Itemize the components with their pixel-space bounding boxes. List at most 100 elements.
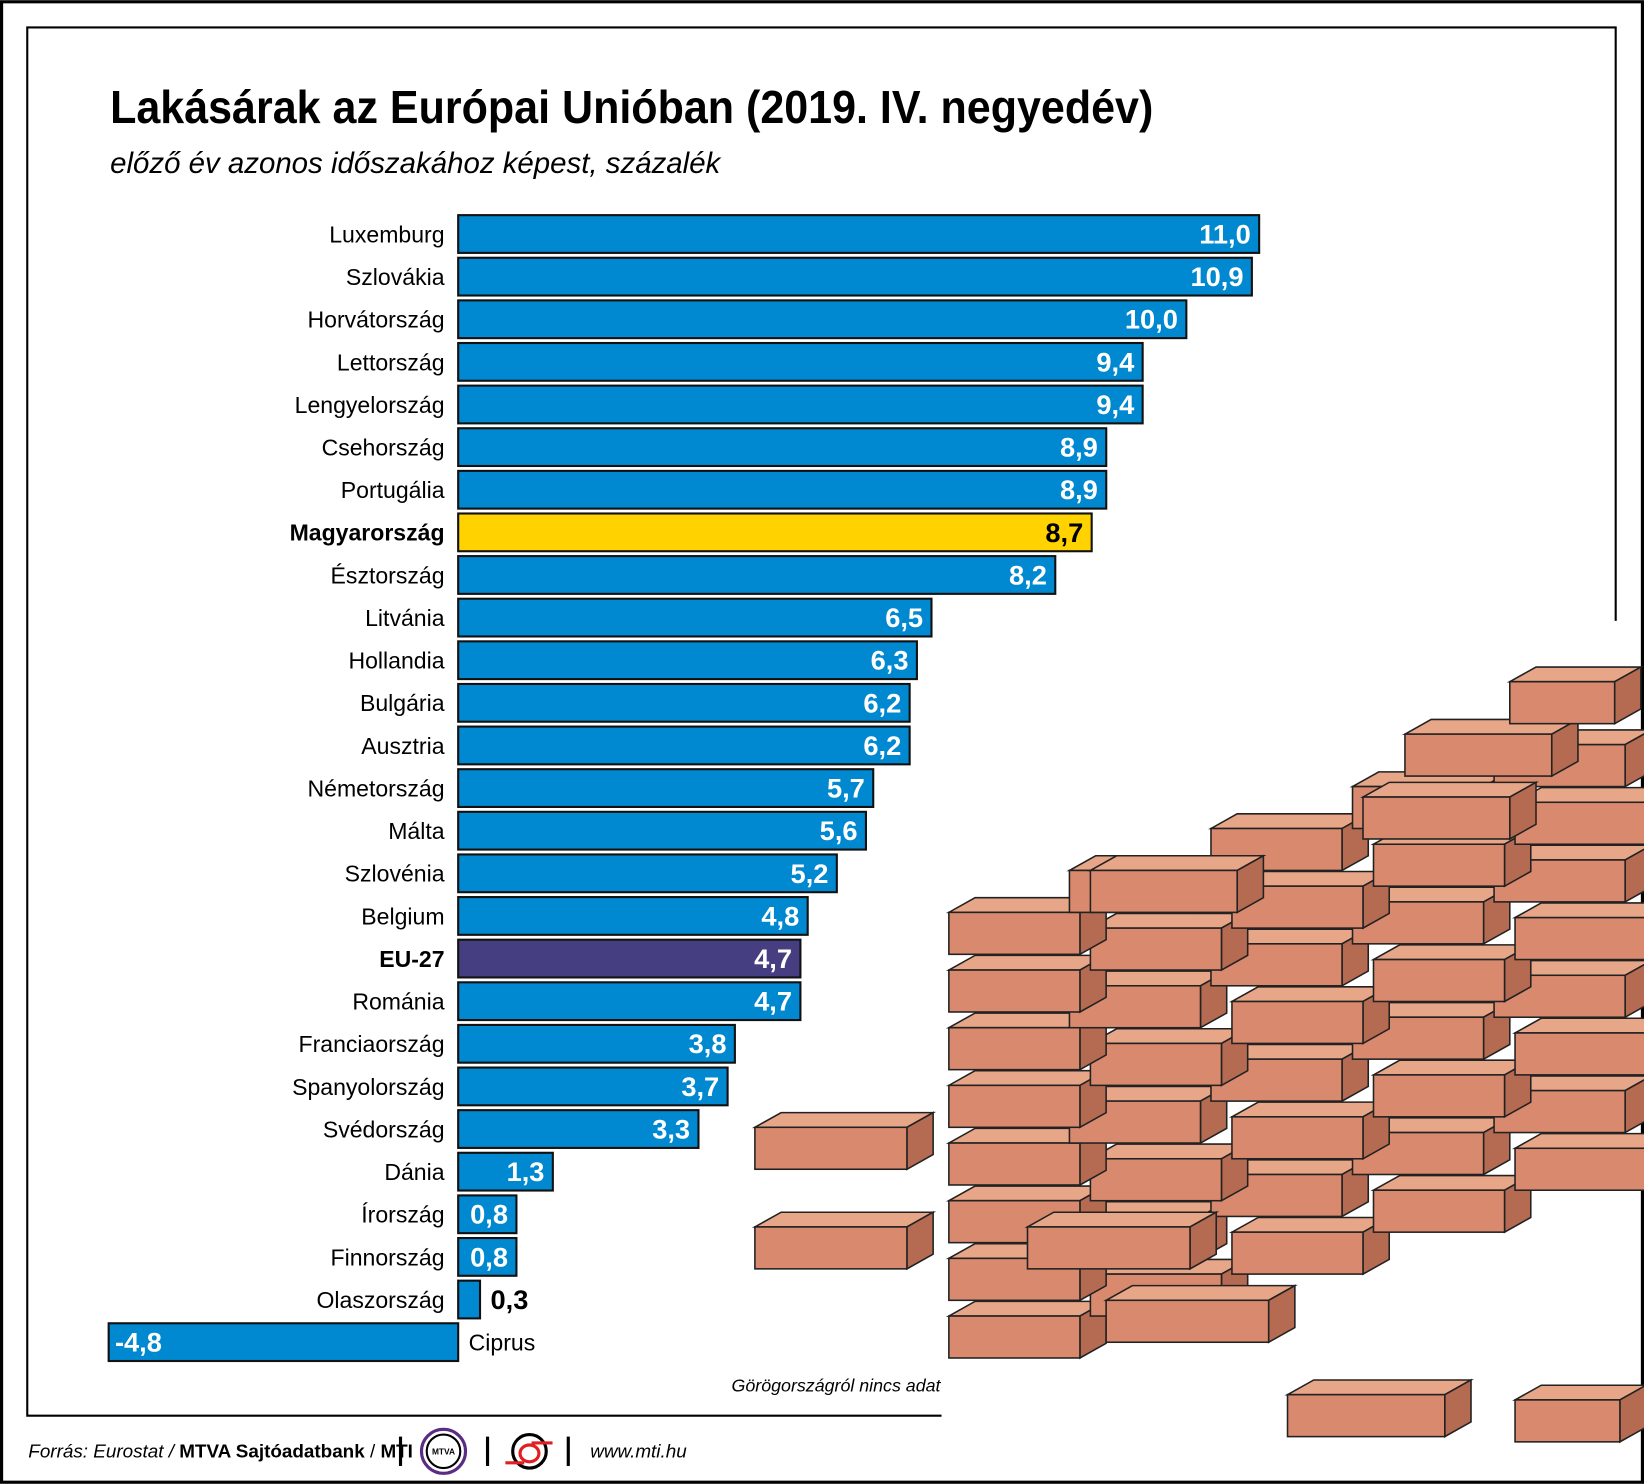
category-label: Olaszország [316, 1287, 444, 1313]
bar [457, 682, 911, 723]
value-label: 9,4 [1096, 389, 1135, 420]
category-label: Németország [307, 775, 444, 801]
bar [457, 256, 1253, 297]
brick [1512, 1384, 1644, 1444]
value-label: 0,3 [491, 1284, 529, 1315]
bar [107, 1322, 460, 1363]
category-label: Lengyelország [295, 392, 445, 418]
value-label: 4,7 [754, 986, 792, 1017]
category-label: Luxemburg [329, 221, 444, 247]
category-label: Csehország [322, 435, 445, 461]
bars-group: Luxemburg 11,0 Szlovákia 10,9 Horvátország 10… [107, 214, 1261, 1363]
brick [1359, 781, 1540, 841]
category-label: Svédország [323, 1116, 445, 1142]
value-label: 5,2 [791, 858, 829, 889]
bar [457, 555, 1057, 595]
bar [457, 597, 933, 638]
value-label: 3,7 [681, 1071, 719, 1102]
brick [945, 1300, 1110, 1360]
value-label: 4,7 [754, 943, 792, 974]
brick [1087, 912, 1251, 972]
brick [1491, 1075, 1644, 1134]
bar [457, 1279, 482, 1320]
source-text: Forrás: Eurostat / MTVA Sajtóadatbank / … [28, 1441, 413, 1462]
bar [457, 768, 875, 809]
bar [457, 299, 1188, 340]
value-label: 5,6 [820, 815, 858, 846]
bar [457, 853, 838, 894]
chart-title: Lakásárak az Európai Unióban (2019. IV. … [110, 81, 1153, 133]
value-label: 8,9 [1060, 474, 1098, 505]
brick [1103, 1284, 1298, 1344]
category-label: Ausztria [361, 733, 444, 759]
value-label: 3,8 [689, 1028, 727, 1059]
category-label: Portugália [341, 477, 445, 503]
bar [457, 1109, 700, 1149]
bar [457, 938, 802, 979]
bar [457, 341, 1144, 382]
category-label: Málta [388, 818, 445, 844]
brick [1087, 1027, 1251, 1087]
category-label: Litvánia [365, 605, 445, 631]
category-label: Spanyolország [292, 1074, 444, 1100]
brick [1284, 1378, 1475, 1438]
brick [1370, 1058, 1534, 1119]
value-label: 4,8 [761, 900, 799, 931]
brick [1370, 1174, 1534, 1234]
bar [457, 512, 1093, 553]
source-prefix: Forrás: Eurostat / [28, 1441, 179, 1462]
category-label: Ciprus [469, 1330, 536, 1356]
value-label: -4,8 [115, 1327, 162, 1358]
brick [751, 1210, 937, 1271]
value-label: 11,0 [1199, 218, 1251, 249]
value-label: 6,2 [863, 730, 901, 761]
bar [457, 896, 809, 936]
brick [1087, 1142, 1251, 1203]
brick [1506, 665, 1644, 725]
value-label: 8,9 [1060, 432, 1098, 463]
brick [945, 954, 1110, 1014]
category-label: EU-27 [379, 946, 444, 972]
value-label: 6,5 [885, 602, 923, 633]
category-label: Magyarország [290, 520, 445, 546]
bar [457, 810, 868, 851]
category-label: Románia [352, 989, 444, 1015]
mtva-logo: MTVA [419, 1427, 468, 1475]
brick [1228, 1216, 1393, 1276]
category-label: Bulgária [360, 690, 445, 716]
value-label: 0,8 [470, 1241, 508, 1272]
category-label: Szlovénia [345, 861, 445, 887]
brick [751, 1111, 937, 1171]
category-label: Dánia [384, 1159, 444, 1185]
bar [457, 981, 802, 1022]
category-label: Hollandia [348, 648, 444, 674]
bar [457, 725, 911, 766]
value-label: 6,3 [871, 645, 909, 676]
brick [945, 1069, 1110, 1129]
brick [1228, 985, 1393, 1045]
category-label: Franciaország [299, 1031, 445, 1057]
no-data-note: Görögországról nincs adat [732, 1376, 942, 1396]
category-label: Lettország [337, 349, 445, 375]
mti-logo [505, 1432, 553, 1470]
value-label: 10,0 [1125, 304, 1178, 335]
bar [457, 1066, 729, 1107]
bar [457, 214, 1261, 254]
category-label: Horvátország [307, 307, 444, 333]
bar [457, 1151, 554, 1192]
brick [1087, 854, 1267, 914]
value-label: 3,3 [652, 1113, 690, 1144]
bar [457, 1023, 736, 1064]
category-label: Írország [361, 1202, 444, 1228]
website-link[interactable]: www.mti.hu [590, 1441, 687, 1462]
value-label: 8,7 [1045, 517, 1083, 548]
category-label: Észtország [331, 562, 445, 588]
value-label: 8,2 [1009, 559, 1047, 590]
footer: Forrás: Eurostat / MTVA Sajtóadatbank / … [28, 1427, 687, 1475]
value-label: 10,9 [1190, 261, 1243, 292]
value-label: 6,2 [863, 687, 901, 718]
bar [457, 469, 1108, 510]
category-label: Belgium [361, 903, 444, 929]
mtva-logo-text: MTVA [432, 1446, 455, 1456]
chart-subtitle: előző év azonos időszakához képest, száz… [110, 147, 722, 180]
